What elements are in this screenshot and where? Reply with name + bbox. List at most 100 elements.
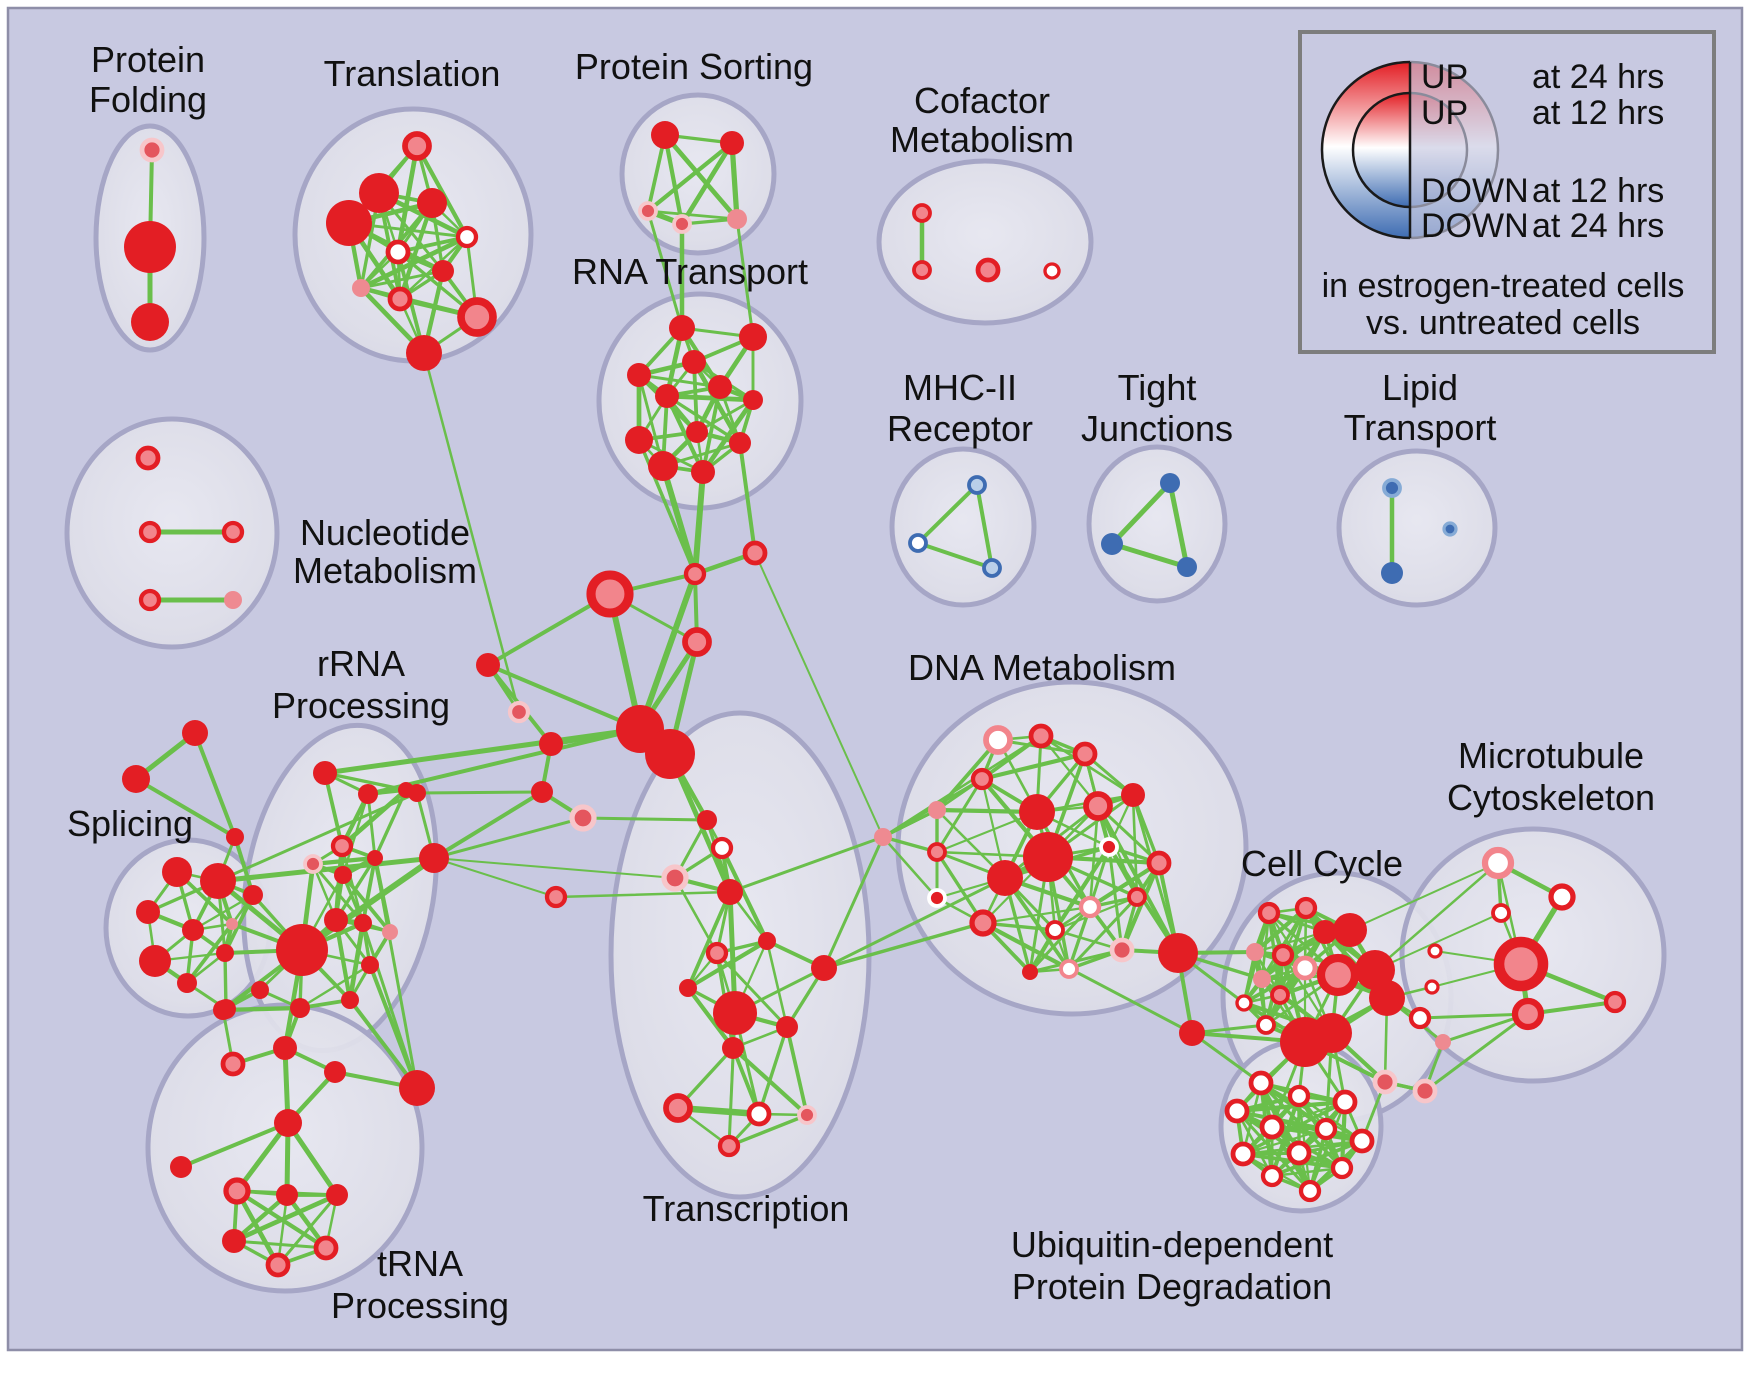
network-node [1072,741,1098,767]
legend-glyph-left [1320,60,1410,240]
network-node [1259,1114,1285,1140]
network-edge [234,1120,291,1194]
network-node [352,279,370,297]
network-node [531,781,553,803]
cluster-label-ubiquitin_degradation: Protein Degradation [1012,1266,1332,1307]
network-node [1109,937,1135,963]
network-node [1127,887,1147,907]
network-node [625,426,653,454]
network-node [122,765,150,793]
network-edge [1241,1127,1328,1156]
cluster-label-microtubule_cytoskeleton: Cytoskeleton [1447,777,1655,818]
network-edge [822,921,985,970]
network-node [586,570,634,618]
network-node [1286,1140,1312,1166]
network-edge [415,790,544,795]
network-node [138,588,162,612]
cluster-ellipse-mhc_ii_receptor [889,446,1037,608]
cluster-label-tight_junctions: Tight [1118,367,1197,408]
network-edge [185,922,234,985]
network-edge [231,1192,340,1244]
network-node [1257,901,1281,925]
network-edge [1087,860,1162,910]
network-node [1045,920,1065,940]
network-edge [179,1121,290,1169]
network-node [213,1000,233,1020]
network-edge [486,663,642,731]
network-node [313,1235,339,1261]
network-edge [1374,912,1502,971]
network-node [455,225,479,249]
network-node [697,810,717,830]
network-node [1028,723,1054,749]
network-node [682,350,706,374]
network-node [313,761,337,785]
network-edge [646,209,684,330]
network-node [216,944,234,962]
network-node [1019,794,1055,830]
network-node [276,1184,298,1206]
network-node [544,885,568,909]
network-node [874,828,892,846]
cluster-label-rrna_processing: rRNA [317,643,405,684]
network-node [1146,850,1172,876]
network-node [399,1070,435,1106]
cluster-label-rna_transport: RNA Transport [572,251,808,292]
network-edge [347,920,366,1003]
network-node [717,879,743,905]
network-edge [422,351,521,714]
network-edge [1096,804,1180,955]
network-node [1179,1020,1205,1046]
network-edge [215,855,437,884]
network-node [983,725,1013,755]
network-node [223,1177,251,1205]
network-edge [664,393,756,403]
network-node [1043,262,1061,280]
network-edge [645,140,735,214]
network-edge [361,921,419,1090]
network-node [729,432,751,454]
network-node [927,842,947,862]
network-edge [1067,895,1139,971]
network-node [1442,521,1458,537]
network-edge [935,850,985,925]
network-node [686,421,708,443]
legend-time-label: at 24 hrs [1532,58,1664,96]
network-node [387,286,413,312]
network-edge [414,143,470,240]
cluster-label-trna_processing: tRNA [377,1243,463,1284]
network-edge [1119,860,1162,953]
network-edge [719,845,770,944]
network-node [359,173,399,213]
network-node [908,533,928,553]
network-node [1493,936,1549,992]
network-node [539,732,563,756]
network-node [226,828,244,846]
network-edge [276,1193,339,1267]
cluster-label-dna_metabolism: DNA Metabolism [908,647,1176,688]
network-edge [1418,1012,1530,1020]
network-node [1381,562,1403,584]
network-node [406,335,442,371]
network-node [928,801,946,819]
legend-glyph-right [1410,60,1500,240]
network-node [385,239,411,265]
network-node [457,297,497,337]
network-node [135,445,161,471]
network-node [408,784,426,802]
network-node [1099,837,1119,857]
legend-direction-label: DOWN [1421,207,1529,245]
network-edge [322,726,643,776]
network-node [124,221,176,273]
cluster-label-microtubule_cytoskeleton: Microtubule [1458,735,1644,776]
network-edge [554,890,732,899]
network-node [1260,1164,1284,1188]
cluster-label-mhc_ii_receptor: MHC-II [903,367,1017,408]
network-edge [358,234,470,291]
network-node [139,945,171,977]
legend-box [1298,30,1716,354]
network-node [927,888,947,908]
network-edge [729,140,740,222]
